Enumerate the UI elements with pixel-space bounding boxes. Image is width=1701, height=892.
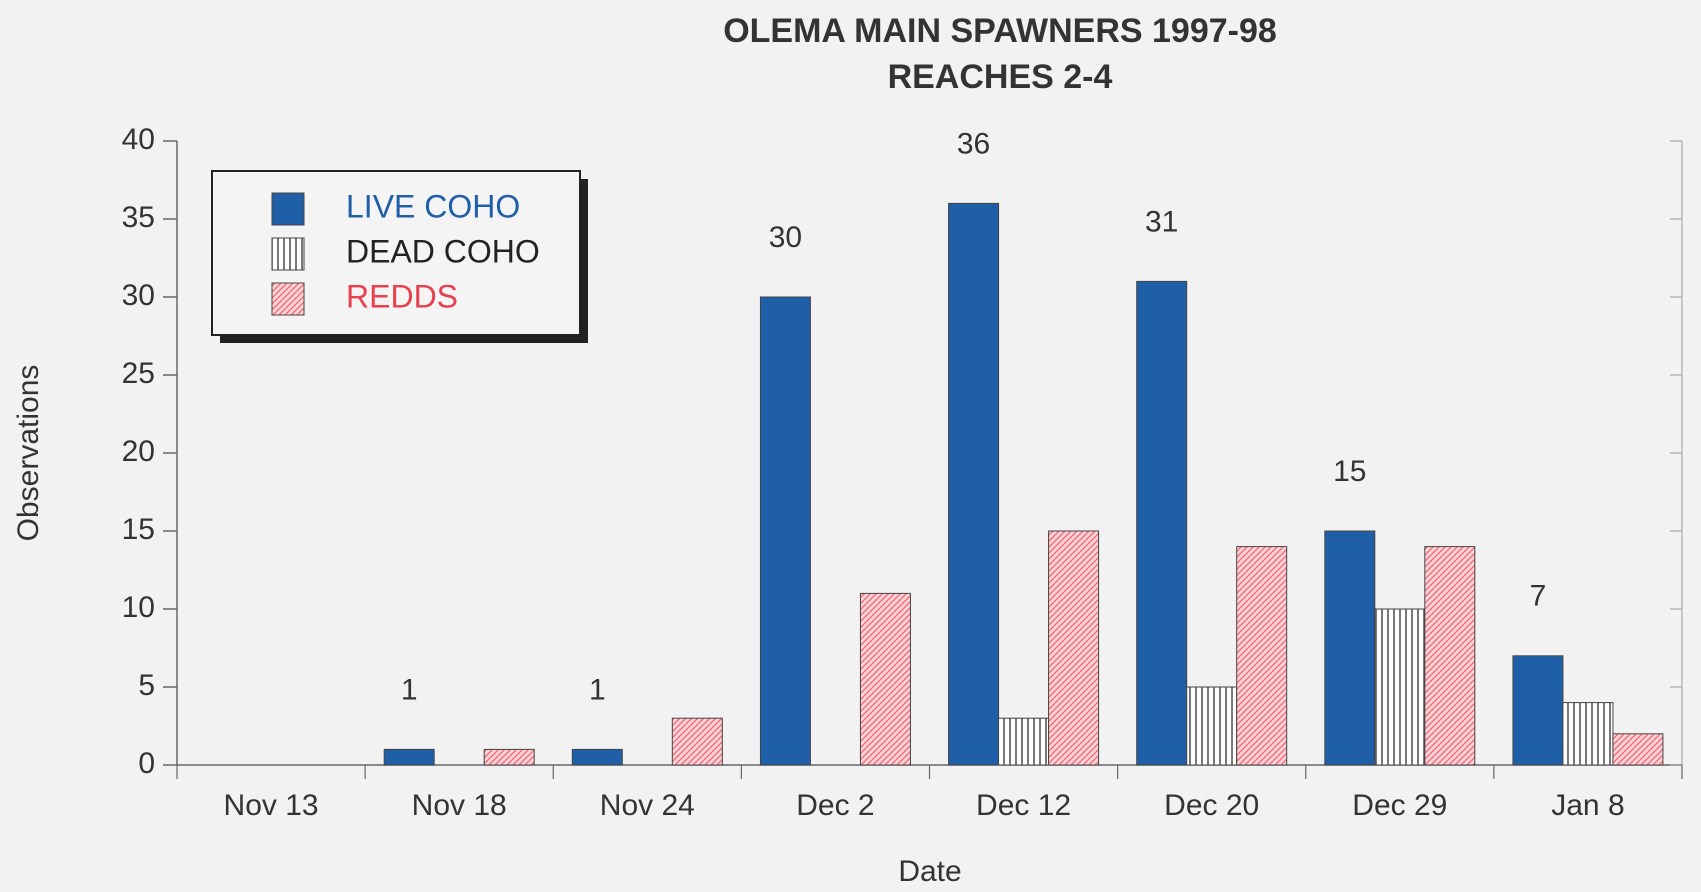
y-tick-label: 0 [138, 747, 155, 780]
x-axis-label: Date [898, 855, 961, 888]
x-tick-label: Nov 24 [600, 789, 695, 822]
legend-label: REDDS [346, 278, 458, 314]
legend-label: LIVE COHO [346, 188, 520, 224]
bar [859, 592, 911, 766]
bar [383, 748, 435, 766]
bar [1236, 546, 1288, 766]
y-tick-label: 20 [122, 435, 155, 468]
bar [1424, 546, 1476, 766]
data-label: 36 [957, 127, 990, 160]
x-tick-label: Dec 12 [976, 789, 1071, 822]
bar [1612, 733, 1664, 766]
bar [1374, 608, 1426, 766]
chart-subtitle: REACHES 2-4 [888, 58, 1113, 96]
bar [1136, 280, 1188, 766]
y-tick-label: 25 [122, 357, 155, 390]
x-tick-label: Dec 20 [1164, 789, 1259, 822]
y-tick-label: 30 [122, 279, 155, 312]
bar [571, 748, 623, 766]
bar [671, 717, 723, 766]
bar [1512, 655, 1564, 766]
y-tick-label: 10 [122, 591, 155, 624]
bar [1562, 702, 1614, 766]
data-label: 31 [1145, 205, 1178, 238]
legend-swatch [271, 282, 305, 316]
bar [1186, 686, 1238, 766]
legend-swatch [271, 237, 305, 271]
x-tick-label: Nov 13 [224, 789, 319, 822]
data-label: 30 [769, 221, 802, 254]
y-tick-label: 15 [122, 513, 155, 546]
bar [759, 296, 811, 766]
x-tick-label: Dec 29 [1352, 789, 1447, 822]
y-tick-label: 5 [138, 669, 155, 702]
x-tick-label: Dec 2 [796, 789, 874, 822]
bar [998, 717, 1050, 766]
y-axis-label: Observations [12, 365, 45, 542]
data-label: 7 [1530, 580, 1547, 613]
y-tick-label: 35 [122, 201, 155, 234]
legend-swatch [271, 192, 305, 226]
data-label: 1 [589, 673, 606, 706]
x-tick-label: Nov 18 [412, 789, 507, 822]
x-tick-label: Jan 8 [1551, 789, 1624, 822]
bar [1324, 530, 1376, 766]
chart-title: OLEMA MAIN SPAWNERS 1997-98 [723, 12, 1277, 50]
bar [948, 202, 1000, 766]
data-label: 1 [401, 673, 418, 706]
bar [1048, 530, 1100, 766]
bar [483, 748, 535, 766]
legend-label: DEAD COHO [346, 233, 540, 269]
data-label: 15 [1333, 455, 1366, 488]
y-tick-label: 40 [122, 123, 155, 156]
